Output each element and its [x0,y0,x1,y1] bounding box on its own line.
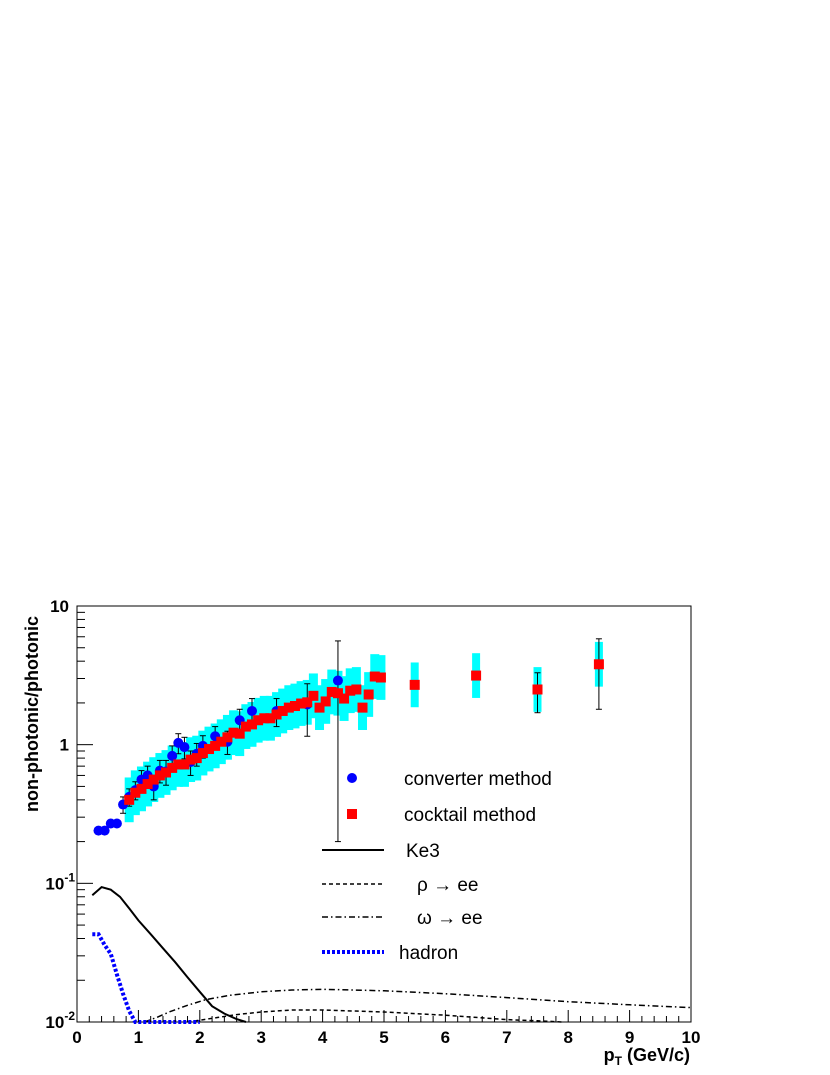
curve-solid [91,885,247,1023]
cocktail-point [593,659,604,670]
cocktail-point [296,698,307,709]
cocktail-point [148,774,159,785]
curve-dashed [187,1009,563,1023]
curve-dotted-thick [92,932,200,1024]
converter-point [332,675,343,686]
cocktail-error-bands [124,641,603,823]
legend-label: cocktail method [404,805,536,826]
cocktail-point [409,679,420,690]
legend-label: ω → ee [417,908,483,929]
cocktail-point [289,701,300,712]
cocktail-point [185,754,196,765]
cocktail-point [210,740,221,751]
x-axis-title-subscript: T [615,1054,623,1068]
cocktail-point [179,759,190,770]
cocktail-point [234,728,245,739]
converter-point [167,750,178,761]
cocktail-point [320,696,331,707]
cocktail-point [130,787,141,798]
y-tick-label: 1 [60,736,69,755]
x-tick-label: 5 [379,1028,388,1047]
x-tick-label: 1 [134,1028,143,1047]
x-axis-title-unit: (GeV/c) [622,1045,690,1065]
cocktail-point [191,753,202,764]
converter-point [246,705,257,716]
cocktail-point [197,748,208,759]
cocktail-point [345,685,356,696]
y-tick-label-exponent: -1 [64,870,75,884]
cocktail-point [204,744,215,755]
legend-label: converter method [404,769,552,790]
cocktail-point [228,727,239,738]
converter-point [99,825,110,836]
x-tick-label: 9 [625,1028,634,1047]
error-bars-layer [120,638,602,843]
x-axis-title: pT (GeV/c) [604,1045,690,1068]
y-tick-label-base: 10 [45,1013,64,1032]
cocktail-point [240,721,251,732]
cocktail-point [277,705,288,716]
y-axis-title: non-photonic/photonic [22,616,42,812]
x-tick-label: 3 [256,1028,265,1047]
cocktail-point [246,719,257,730]
cocktail-point [532,684,543,695]
legend-label: Ke3 [406,841,440,862]
y-tick-label-exponent: -2 [64,1009,75,1023]
cocktail-point [265,713,276,724]
x-tick-label: 2 [195,1028,204,1047]
x-tick-label: 0 [72,1028,81,1047]
x-tick-label: 7 [502,1028,511,1047]
cocktail-point [471,670,482,681]
cocktail-point [326,686,337,697]
legend-marker-square [347,809,357,819]
cocktail-point [253,715,264,726]
x-axis-title-main: p [604,1045,615,1065]
cocktail-point [339,693,350,704]
legend: converter method cocktail method Ke3 ρ → ee… [322,769,552,964]
legend-marker-circle [347,773,357,783]
cocktail-point [302,697,313,708]
cocktail-point [332,688,343,699]
cocktail-point [136,783,147,794]
cocktail-point [259,713,270,724]
cocktail-point [271,709,282,720]
legend-label: ρ → ee [417,875,479,896]
x-tick-label: 10 [682,1028,701,1047]
cocktail-point [357,702,368,713]
cocktail-point [161,767,172,778]
cocktail-point [173,759,184,770]
cocktail-point [154,770,165,781]
legend-label: hadron [399,943,458,964]
cocktail-point [351,684,362,695]
cocktail-point [124,794,135,805]
cocktail-point [369,671,380,682]
y-tick-label-base: 10 [45,874,64,893]
y-tick-label: 10 [50,597,69,616]
markers-layer [93,659,604,836]
cocktail-point [283,702,294,713]
cocktail-point [222,732,233,743]
cocktail-point [308,690,319,701]
cocktail-point [314,702,325,713]
y-tick-label: 10-1 [45,870,75,893]
cocktail-point [363,689,374,700]
cocktail-point [216,736,227,747]
cocktail-point [142,779,153,790]
x-tick-label: 4 [318,1028,328,1047]
y-tick-label: 10-2 [45,1009,75,1032]
cocktail-point [167,762,178,773]
curve-dashdot [144,988,692,1023]
converter-point [111,818,122,829]
x-tick-label: 8 [563,1028,572,1047]
cocktail-point [375,672,386,683]
converter-point [179,742,190,753]
x-tick-label: 6 [441,1028,450,1047]
curves-layer [91,885,692,1024]
